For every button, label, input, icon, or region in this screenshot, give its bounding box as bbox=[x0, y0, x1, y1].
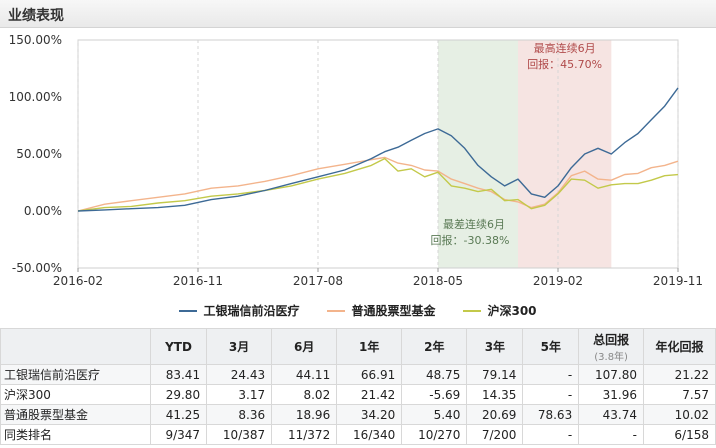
legend-label: 沪深300 bbox=[487, 304, 537, 318]
legend-swatch bbox=[327, 309, 346, 312]
table-cell: 10/270 bbox=[401, 424, 468, 445]
table-header-row: YTD 3月 6月 1年 2年 3年 5年 总回报 (3.8年) 年化回报 bbox=[0, 328, 716, 365]
table-cell: 78.63 bbox=[522, 404, 580, 425]
highlight-band bbox=[518, 40, 612, 268]
series-line bbox=[77, 87, 679, 212]
table-header-cell: YTD bbox=[149, 328, 208, 365]
legend-item[interactable]: 工银瑞信前沿医疗 bbox=[179, 302, 299, 319]
table-cell: 10.02 bbox=[643, 404, 716, 425]
highlight-band bbox=[438, 40, 518, 268]
table-cell: 21.42 bbox=[336, 384, 403, 405]
y-tick-label: 0.00% bbox=[24, 204, 62, 218]
table-cell: 11/372 bbox=[271, 424, 338, 445]
legend-swatch bbox=[179, 309, 198, 312]
table-row-label: 沪深300 bbox=[0, 384, 151, 405]
table-cell: 8.36 bbox=[206, 404, 273, 425]
x-tick-label: 2017-08 bbox=[293, 274, 343, 288]
table-cell: 31.96 bbox=[578, 384, 645, 405]
table-cell: 7/200 bbox=[466, 424, 524, 445]
table-row: 普通股票型基金 41.25 8.36 18.96 34.20 5.40 20.69 78.63… bbox=[0, 404, 716, 425]
chart-legend: 工银瑞信前沿医疗 普通股票型基金 沪深300 bbox=[0, 302, 716, 319]
table-row-label: 普通股票型基金 bbox=[0, 404, 151, 425]
table-cell: 3.17 bbox=[206, 384, 273, 405]
legend-item[interactable]: 沪深300 bbox=[463, 302, 537, 319]
table-header-cell: 年化回报 bbox=[643, 328, 716, 365]
table-cell: 10/387 bbox=[206, 424, 273, 445]
legend-item[interactable]: 普通股票型基金 bbox=[327, 302, 435, 319]
legend-label: 普通股票型基金 bbox=[351, 304, 436, 318]
x-tick-label: 2016-02 bbox=[53, 274, 103, 288]
table-cell: 6/158 bbox=[643, 424, 716, 445]
table-cell: 24.43 bbox=[206, 364, 273, 385]
table-cell: 7.57 bbox=[643, 384, 716, 405]
table-header-cell: 5年 bbox=[522, 328, 580, 365]
table-row: 沪深300 29.80 3.17 8.02 21.42 -5.69 14.35-31.96 7… bbox=[0, 384, 716, 405]
y-tick-label: 50.00% bbox=[16, 147, 62, 161]
performance-table: YTD 3月 6月 1年 2年 3年 5年 总回报 (3.8年) 年化回报 工银… bbox=[0, 328, 716, 445]
table-cell: 43.74 bbox=[578, 404, 645, 425]
table-cell: 21.22 bbox=[643, 364, 716, 385]
table-cell: 44.11 bbox=[271, 364, 338, 385]
table-cell: 18.96 bbox=[271, 404, 338, 425]
series-line bbox=[77, 156, 679, 212]
table-cell: 20.69 bbox=[466, 404, 524, 425]
performance-chart: 2016-02 2016-11 2017-08 2018-05 2019-02 2019-… bbox=[9, 33, 703, 288]
table-cell: 41.25 bbox=[149, 404, 208, 425]
panel-title: 业绩表现 bbox=[8, 8, 64, 24]
table-cell: 8.02 bbox=[271, 384, 338, 405]
x-tick-label: 2018-05 bbox=[413, 274, 463, 288]
table-header-cell: 1年 bbox=[336, 328, 403, 365]
total-sublabel: (3.8年) bbox=[594, 351, 628, 363]
y-tick-label: 100.00% bbox=[9, 90, 62, 104]
best-label-value: 回报：45.70% bbox=[527, 57, 602, 71]
table-row-label: 同类排名 bbox=[0, 424, 151, 445]
table-cell: 66.91 bbox=[336, 364, 403, 385]
legend-swatch bbox=[463, 309, 482, 312]
table-header-cell: 3月 bbox=[206, 328, 273, 365]
table-cell: 34.20 bbox=[336, 404, 403, 425]
table-row: 同类排名 9/347 10/387 11/372 16/340 10/270 7/200- -… bbox=[0, 424, 716, 445]
series-line bbox=[77, 157, 679, 212]
table-cell: -5.69 bbox=[401, 384, 468, 405]
best-label-title: 最高连续6月 bbox=[534, 41, 596, 55]
table-cell: 29.80 bbox=[149, 384, 208, 405]
table-cell: - bbox=[522, 364, 580, 385]
table-header-cell: 2年 bbox=[401, 328, 468, 365]
table-cell: 79.14 bbox=[466, 364, 524, 385]
x-tick-label: 2019-02 bbox=[533, 274, 583, 288]
x-tick-label: 2019-11 bbox=[653, 274, 703, 288]
y-tick-label: 150.00% bbox=[9, 33, 62, 47]
legend-label: 工银瑞信前沿医疗 bbox=[203, 304, 300, 318]
table-header-cell: 6月 bbox=[271, 328, 338, 365]
table-body: 工银瑞信前沿医疗 83.41 24.43 44.11 66.91 48.75 79.14-1… bbox=[0, 364, 716, 445]
table-cell: 83.41 bbox=[149, 364, 208, 385]
panel-header: 业绩表现 bbox=[0, 0, 716, 28]
table-cell: 9/347 bbox=[149, 424, 208, 445]
table-cell: - bbox=[578, 424, 645, 445]
table-header-cell bbox=[0, 328, 151, 365]
worst-label-value: 回报：-30.38% bbox=[431, 233, 510, 247]
table-cell: - bbox=[522, 424, 580, 445]
total-label: 总回报 bbox=[593, 332, 630, 347]
x-tick-label: 2016-11 bbox=[173, 274, 223, 288]
table-cell: 14.35 bbox=[466, 384, 524, 405]
table-header-cell-total: 总回报 (3.8年) bbox=[578, 328, 645, 365]
table-cell: 5.40 bbox=[401, 404, 468, 425]
table-row-label: 工银瑞信前沿医疗 bbox=[0, 364, 151, 385]
table-cell: - bbox=[522, 384, 580, 405]
table-row: 工银瑞信前沿医疗 83.41 24.43 44.11 66.91 48.75 79.14-1… bbox=[0, 364, 716, 385]
table-cell: 16/340 bbox=[336, 424, 403, 445]
worst-label-title: 最差连续6月 bbox=[443, 217, 505, 231]
table-cell: 48.75 bbox=[401, 364, 468, 385]
y-tick-label: -50.00% bbox=[12, 261, 62, 275]
table-header-cell: 3年 bbox=[466, 328, 524, 365]
table-cell: 107.80 bbox=[578, 364, 645, 385]
